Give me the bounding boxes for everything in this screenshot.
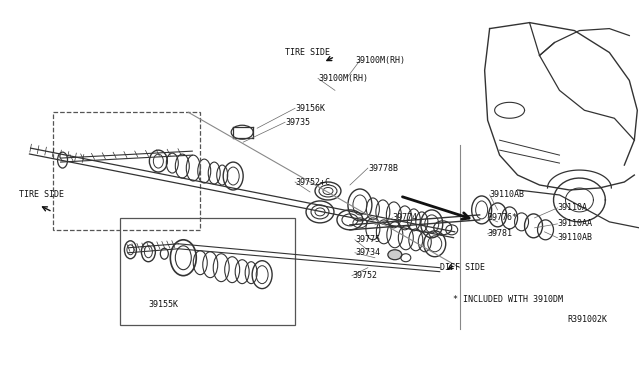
Text: 39155K: 39155K bbox=[148, 300, 179, 309]
Text: 39734: 39734 bbox=[355, 248, 380, 257]
Text: TIRE SIDE: TIRE SIDE bbox=[19, 190, 63, 199]
Text: 39752+C: 39752+C bbox=[295, 177, 330, 186]
Text: TIRE SIDE: TIRE SIDE bbox=[285, 48, 330, 57]
Text: 39775: 39775 bbox=[355, 235, 380, 244]
Text: R391002K: R391002K bbox=[568, 315, 607, 324]
Text: 39776*: 39776* bbox=[488, 214, 518, 222]
Text: 39752: 39752 bbox=[352, 271, 377, 280]
Text: * INCLUDED WITH 3910DM: * INCLUDED WITH 3910DM bbox=[452, 295, 563, 304]
Text: 39110AB: 39110AB bbox=[557, 233, 593, 242]
Text: 39781: 39781 bbox=[488, 229, 513, 238]
Text: 39778B: 39778B bbox=[368, 164, 398, 173]
Bar bbox=[52, 112, 200, 230]
Text: 39156K: 39156K bbox=[295, 104, 325, 113]
Text: 39774: 39774 bbox=[393, 214, 418, 222]
Ellipse shape bbox=[388, 250, 402, 260]
Text: 39735: 39735 bbox=[285, 118, 310, 127]
Text: 39110A: 39110A bbox=[557, 203, 588, 212]
Text: 39110AA: 39110AA bbox=[557, 219, 593, 228]
Text: DIFF SIDE: DIFF SIDE bbox=[440, 263, 484, 272]
Text: 39110AB: 39110AB bbox=[490, 190, 525, 199]
Text: 39100M(RH): 39100M(RH) bbox=[355, 56, 405, 65]
Text: 39100M(RH): 39100M(RH) bbox=[318, 74, 368, 83]
Bar bbox=[120, 218, 295, 326]
